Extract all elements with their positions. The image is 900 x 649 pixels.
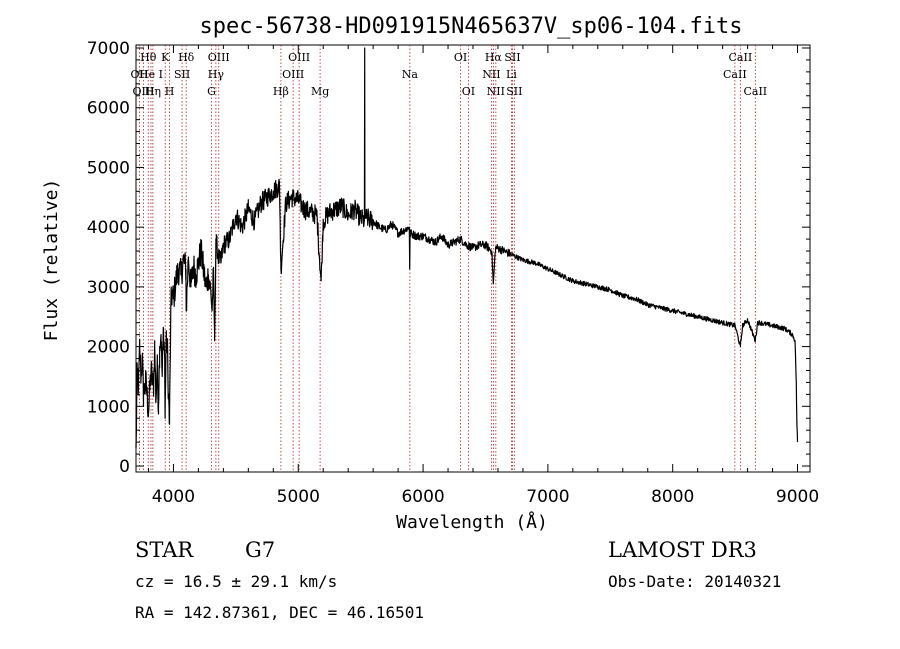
x-tick-label-0: 4000 (152, 487, 195, 507)
spectrum-line (135, 47, 799, 449)
y-tick-label-1: 1000 (87, 397, 130, 417)
y-axis-label: Flux (relative) (41, 179, 62, 342)
chart-title: spec-56738-HD091915N465637V_sp06-104.fit… (199, 14, 742, 39)
marker-label-14: Hβ (273, 85, 289, 98)
y-tick-label-3: 3000 (87, 278, 130, 298)
marker-label-8: Hδ (178, 51, 195, 64)
obs-date: Obs-Date: 20140321 (608, 572, 782, 591)
x-tick-label-2: 6000 (401, 487, 444, 507)
y-tick-label-6: 6000 (87, 99, 130, 119)
marker-label-6: H (165, 85, 175, 98)
redshift-value: cz = 16.5 ± 29.1 km/s (135, 572, 338, 591)
marker-label-25: CaII (723, 68, 747, 81)
y-tick-label-7: 7000 (87, 39, 130, 59)
marker-label-26: CaII (729, 51, 753, 64)
marker-label-7: SII (174, 68, 190, 81)
coordinates: RA = 142.87361, DEC = 46.16501 (135, 603, 424, 622)
marker-label-9: OIII (208, 51, 230, 64)
y-tick-label-2: 2000 (87, 338, 130, 358)
marker-label-12: OIII (288, 51, 310, 64)
x-tick-label-1: 5000 (277, 487, 320, 507)
x-axis: 4000 5000 6000 7000 8000 9000 (147, 45, 819, 507)
marker-label-16: Na (402, 68, 419, 81)
marker-label-19: Hα (485, 51, 503, 64)
marker-label-11: G (207, 85, 216, 98)
y-tick-label-0: 0 (119, 457, 130, 477)
marker-label-1: OII (131, 68, 149, 81)
marker-label-3: He I (139, 68, 163, 81)
x-tick-label-5: 9000 (776, 487, 819, 507)
x-axis-label: Wavelength (Å) (396, 511, 548, 533)
marker-label-24: SII (506, 85, 522, 98)
marker-label-0: Hθ (140, 51, 157, 64)
marker-label-21: NII (487, 85, 505, 98)
marker-label-27: CaII (743, 85, 767, 98)
y-tick-label-4: 4000 (87, 218, 130, 238)
y-tick-label-5: 5000 (87, 158, 130, 178)
object-class: STAR (135, 538, 194, 562)
marker-label-18: OI (462, 85, 475, 98)
marker-label-4: Hη (145, 85, 161, 98)
marker-labels: Hθ OII OIII He I Hη K H SII Hδ OIII Hγ G OIII OIII Hβ M… (131, 51, 768, 98)
marker-label-17: OI (454, 51, 467, 64)
marker-label-2: OIII (132, 85, 154, 98)
marker-label-23: Li (506, 68, 517, 81)
marker-lines (138, 45, 756, 472)
marker-label-20: NII (482, 68, 500, 81)
marker-label-22: SII (504, 51, 520, 64)
marker-label-5: K (161, 51, 170, 64)
marker-label-15: Mg (311, 85, 329, 98)
survey-name: LAMOST DR3 (608, 538, 757, 562)
marker-label-13: OIII (282, 68, 304, 81)
plot-frame (135, 44, 811, 473)
y-axis: 0 1000 2000 3000 4000 5000 6000 7000 (87, 39, 810, 477)
x-tick-label-4: 8000 (651, 487, 694, 507)
subclass: G7 (245, 538, 276, 562)
marker-label-10: Hγ (208, 68, 225, 81)
x-tick-label-3: 7000 (526, 487, 569, 507)
